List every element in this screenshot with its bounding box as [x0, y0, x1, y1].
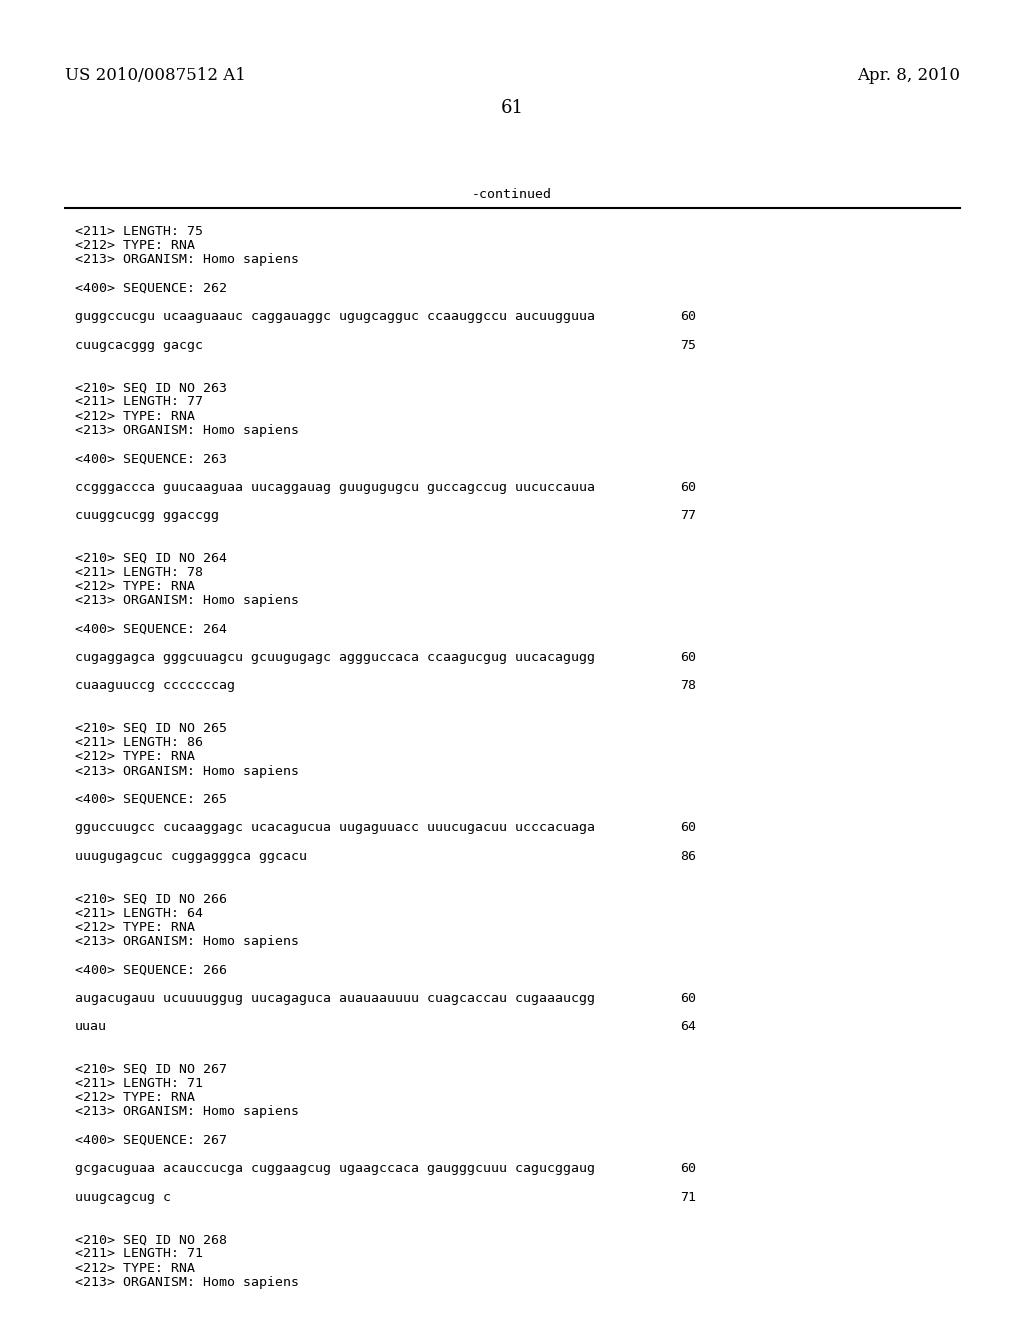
Text: gcgacuguaa acauccucga cuggaagcug ugaagccaca gaugggcuuu cagucggaug: gcgacuguaa acauccucga cuggaagcug ugaagcc…	[75, 1162, 595, 1175]
Text: -continued: -continued	[472, 189, 552, 202]
Text: <211> LENGTH: 75: <211> LENGTH: 75	[75, 224, 203, 238]
Text: <400> SEQUENCE: 265: <400> SEQUENCE: 265	[75, 793, 227, 807]
Text: <210> SEQ ID NO 267: <210> SEQ ID NO 267	[75, 1063, 227, 1076]
Text: guggccucgu ucaaguaauc caggauaggc ugugcagguc ccaauggccu aucuugguua: guggccucgu ucaaguaauc caggauaggc ugugcag…	[75, 310, 595, 323]
Text: <211> LENGTH: 71: <211> LENGTH: 71	[75, 1247, 203, 1261]
Text: <213> ORGANISM: Homo sapiens: <213> ORGANISM: Homo sapiens	[75, 253, 299, 267]
Text: gguccuugcc cucaaggagc ucacagucua uugaguuacc uuucugacuu ucccacuaga: gguccuugcc cucaaggagc ucacagucua uugaguu…	[75, 821, 595, 834]
Text: US 2010/0087512 A1: US 2010/0087512 A1	[65, 66, 246, 83]
Text: <211> LENGTH: 77: <211> LENGTH: 77	[75, 396, 203, 408]
Text: <400> SEQUENCE: 266: <400> SEQUENCE: 266	[75, 964, 227, 977]
Text: 60: 60	[680, 651, 696, 664]
Text: cuuggcucgg ggaccgg: cuuggcucgg ggaccgg	[75, 510, 219, 521]
Text: 60: 60	[680, 310, 696, 323]
Text: <212> TYPE: RNA: <212> TYPE: RNA	[75, 579, 195, 593]
Text: <213> ORGANISM: Homo sapiens: <213> ORGANISM: Homo sapiens	[75, 1276, 299, 1288]
Text: <211> LENGTH: 64: <211> LENGTH: 64	[75, 907, 203, 920]
Text: 86: 86	[680, 850, 696, 863]
Text: <213> ORGANISM: Homo sapiens: <213> ORGANISM: Homo sapiens	[75, 594, 299, 607]
Text: 71: 71	[680, 1191, 696, 1204]
Text: cuaaguuccg cccccccag: cuaaguuccg cccccccag	[75, 680, 234, 693]
Text: <212> TYPE: RNA: <212> TYPE: RNA	[75, 239, 195, 252]
Text: <213> ORGANISM: Homo sapiens: <213> ORGANISM: Homo sapiens	[75, 764, 299, 777]
Text: 64: 64	[680, 1020, 696, 1034]
Text: <212> TYPE: RNA: <212> TYPE: RNA	[75, 921, 195, 933]
Text: cuugcacggg gacgc: cuugcacggg gacgc	[75, 339, 203, 351]
Text: 60: 60	[680, 991, 696, 1005]
Text: cugaggagca gggcuuagcu gcuugugagc aggguccaca ccaagucgug uucacagugg: cugaggagca gggcuuagcu gcuugugagc agggucc…	[75, 651, 595, 664]
Text: 60: 60	[680, 1162, 696, 1175]
Text: <211> LENGTH: 78: <211> LENGTH: 78	[75, 566, 203, 578]
Text: 60: 60	[680, 480, 696, 494]
Text: <400> SEQUENCE: 264: <400> SEQUENCE: 264	[75, 623, 227, 636]
Text: <213> ORGANISM: Homo sapiens: <213> ORGANISM: Homo sapiens	[75, 935, 299, 948]
Text: <212> TYPE: RNA: <212> TYPE: RNA	[75, 409, 195, 422]
Text: <212> TYPE: RNA: <212> TYPE: RNA	[75, 1262, 195, 1275]
Text: <211> LENGTH: 86: <211> LENGTH: 86	[75, 737, 203, 750]
Text: <210> SEQ ID NO 268: <210> SEQ ID NO 268	[75, 1233, 227, 1246]
Text: <213> ORGANISM: Homo sapiens: <213> ORGANISM: Homo sapiens	[75, 424, 299, 437]
Text: <400> SEQUENCE: 262: <400> SEQUENCE: 262	[75, 281, 227, 294]
Text: Apr. 8, 2010: Apr. 8, 2010	[857, 66, 961, 83]
Text: <212> TYPE: RNA: <212> TYPE: RNA	[75, 750, 195, 763]
Text: uuugugagcuc cuggagggca ggcacu: uuugugagcuc cuggagggca ggcacu	[75, 850, 307, 863]
Text: 61: 61	[501, 99, 523, 117]
Text: <400> SEQUENCE: 267: <400> SEQUENCE: 267	[75, 1134, 227, 1147]
Text: <213> ORGANISM: Homo sapiens: <213> ORGANISM: Homo sapiens	[75, 1105, 299, 1118]
Text: <210> SEQ ID NO 263: <210> SEQ ID NO 263	[75, 381, 227, 395]
Text: 60: 60	[680, 821, 696, 834]
Text: 78: 78	[680, 680, 696, 693]
Text: 75: 75	[680, 339, 696, 351]
Text: augacugauu ucuuuuggug uucagaguca auauaauuuu cuagcaccau cugaaaucgg: augacugauu ucuuuuggug uucagaguca auauaau…	[75, 991, 595, 1005]
Text: <400> SEQUENCE: 263: <400> SEQUENCE: 263	[75, 453, 227, 465]
Text: <210> SEQ ID NO 264: <210> SEQ ID NO 264	[75, 552, 227, 565]
Text: <210> SEQ ID NO 265: <210> SEQ ID NO 265	[75, 722, 227, 735]
Text: ccgggaccca guucaaguaa uucaggauag guugugugcu guccagccug uucuccauua: ccgggaccca guucaaguaa uucaggauag guugugu…	[75, 480, 595, 494]
Text: <210> SEQ ID NO 266: <210> SEQ ID NO 266	[75, 892, 227, 906]
Text: 77: 77	[680, 510, 696, 521]
Text: <211> LENGTH: 71: <211> LENGTH: 71	[75, 1077, 203, 1090]
Text: uuau: uuau	[75, 1020, 106, 1034]
Text: <212> TYPE: RNA: <212> TYPE: RNA	[75, 1092, 195, 1105]
Text: uuugcagcug c: uuugcagcug c	[75, 1191, 171, 1204]
